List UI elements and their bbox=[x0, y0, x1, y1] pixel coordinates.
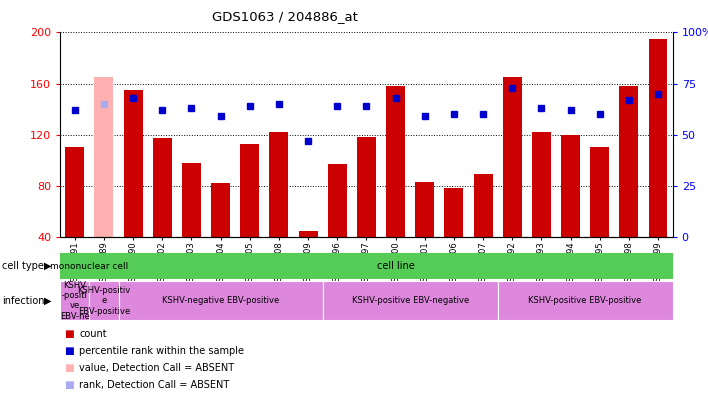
Bar bbox=[182, 163, 201, 237]
Text: KSHV-positive EBV-negative: KSHV-positive EBV-negative bbox=[351, 296, 469, 305]
Text: value, Detection Call = ABSENT: value, Detection Call = ABSENT bbox=[79, 363, 234, 373]
Text: cell line: cell line bbox=[377, 261, 414, 271]
Bar bbox=[328, 164, 347, 237]
Text: KSHV-negative EBV-positive: KSHV-negative EBV-positive bbox=[162, 296, 279, 305]
Bar bbox=[590, 147, 609, 237]
Bar bbox=[415, 182, 434, 237]
Text: KSHV-positive EBV-positive: KSHV-positive EBV-positive bbox=[528, 296, 641, 305]
Bar bbox=[118, 281, 323, 320]
Text: ■: ■ bbox=[64, 346, 74, 356]
Bar bbox=[503, 77, 522, 237]
Text: count: count bbox=[79, 329, 107, 339]
Bar bbox=[270, 132, 288, 237]
Text: ▶: ▶ bbox=[45, 261, 52, 271]
Bar bbox=[94, 77, 113, 237]
Bar bbox=[445, 188, 463, 237]
Bar bbox=[60, 281, 89, 320]
Text: percentile rank within the sample: percentile rank within the sample bbox=[79, 346, 244, 356]
Bar bbox=[323, 281, 498, 320]
Bar bbox=[211, 183, 230, 237]
Bar bbox=[649, 39, 668, 237]
Text: KSHV-positiv
e
EBV-positive: KSHV-positiv e EBV-positive bbox=[77, 286, 130, 315]
Text: cell type: cell type bbox=[2, 261, 44, 271]
Bar bbox=[240, 144, 259, 237]
Bar bbox=[124, 90, 142, 237]
Bar bbox=[532, 132, 551, 237]
Bar bbox=[620, 86, 639, 237]
Bar bbox=[474, 174, 493, 237]
Bar bbox=[89, 281, 118, 320]
Bar bbox=[386, 86, 405, 237]
Bar bbox=[498, 281, 673, 320]
Text: GDS1063 / 204886_at: GDS1063 / 204886_at bbox=[212, 10, 358, 23]
Bar bbox=[153, 139, 172, 237]
Bar bbox=[299, 230, 318, 237]
Text: ■: ■ bbox=[64, 329, 74, 339]
Bar bbox=[561, 134, 580, 237]
Bar bbox=[60, 253, 118, 279]
Text: ▶: ▶ bbox=[45, 296, 52, 305]
Text: mononuclear cell: mononuclear cell bbox=[50, 262, 128, 271]
Text: ■: ■ bbox=[64, 363, 74, 373]
Text: infection: infection bbox=[2, 296, 45, 305]
Bar bbox=[357, 137, 376, 237]
Text: KSHV
-positi
ve
EBV-ne: KSHV -positi ve EBV-ne bbox=[60, 281, 90, 321]
Text: ■: ■ bbox=[64, 380, 74, 390]
Bar bbox=[65, 147, 84, 237]
Text: rank, Detection Call = ABSENT: rank, Detection Call = ABSENT bbox=[79, 380, 229, 390]
